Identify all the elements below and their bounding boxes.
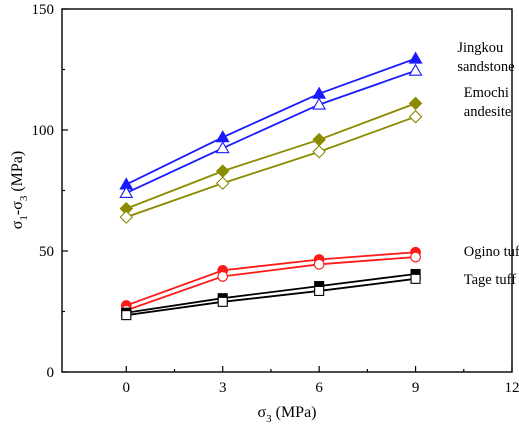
series-line — [125, 69, 416, 194]
data-point — [312, 97, 327, 110]
x-axis-title: σ3 (MPa) — [257, 404, 316, 425]
series-jingkou-filled — [119, 51, 423, 190]
series-line — [125, 251, 416, 307]
data-point — [410, 273, 421, 284]
data-point — [217, 271, 229, 282]
annotation-line: Ogino tuff — [464, 244, 519, 260]
data-point — [121, 310, 132, 321]
series-tage-open — [121, 273, 421, 321]
data-point — [119, 210, 134, 224]
series-line — [125, 115, 416, 218]
data-point — [215, 164, 230, 178]
x-tick-label-0: 0 — [123, 380, 131, 396]
data-point — [408, 63, 423, 76]
annotation-3: Tage tuff — [464, 272, 516, 288]
y-tick-label-1: 50 — [39, 244, 54, 260]
annotation-line: Tage tuff — [464, 272, 516, 288]
annotation-0: Jingkou sandstone — [457, 40, 514, 75]
y-tick-label-3: 150 — [32, 2, 55, 18]
data-point — [119, 185, 134, 198]
x-tick-label-3: 9 — [412, 380, 420, 396]
series-jingkou-open — [119, 63, 423, 198]
x-tick-label-1: 3 — [219, 380, 227, 396]
ticks: 0 3 6 9 12 0 50 100 150 — [32, 2, 519, 396]
series-line — [126, 273, 416, 314]
data-point — [312, 145, 326, 159]
x-tick-label-2: 6 — [315, 380, 323, 396]
series-layer — [119, 51, 423, 321]
series-line — [125, 102, 416, 210]
data-point — [408, 109, 423, 124]
data-point — [215, 176, 230, 191]
annotation-2: Ogino tuff — [464, 244, 519, 260]
data-point — [408, 51, 423, 64]
data-point — [312, 132, 326, 147]
annotation-line: andesite — [464, 104, 512, 120]
series-line — [126, 277, 416, 317]
annotation-line: Emochi — [464, 85, 509, 101]
series-emochi-filled — [119, 96, 423, 216]
series-emochi-open — [119, 109, 423, 224]
data-point — [408, 96, 423, 111]
y-tick-label-0: 0 — [47, 365, 55, 381]
series-line — [125, 57, 416, 186]
annotation-line: sandstone — [457, 59, 514, 75]
x-tick-label-4: 12 — [505, 380, 519, 396]
annotation-line: Jingkou — [457, 40, 503, 56]
data-point — [215, 130, 230, 143]
series-line — [125, 256, 416, 312]
y-tick-label-2: 100 — [32, 123, 55, 139]
data-point — [314, 285, 325, 296]
y-axis-title: σ1-σ3 (MPa) — [9, 151, 30, 229]
annotation-1: Emochi andesite — [464, 85, 512, 120]
data-point — [215, 141, 230, 154]
annotations: Jingkou sandstone Emochi andesite Ogino tuff… — [457, 40, 519, 288]
data-point — [410, 251, 421, 263]
data-point — [313, 258, 325, 270]
data-point — [217, 296, 228, 307]
